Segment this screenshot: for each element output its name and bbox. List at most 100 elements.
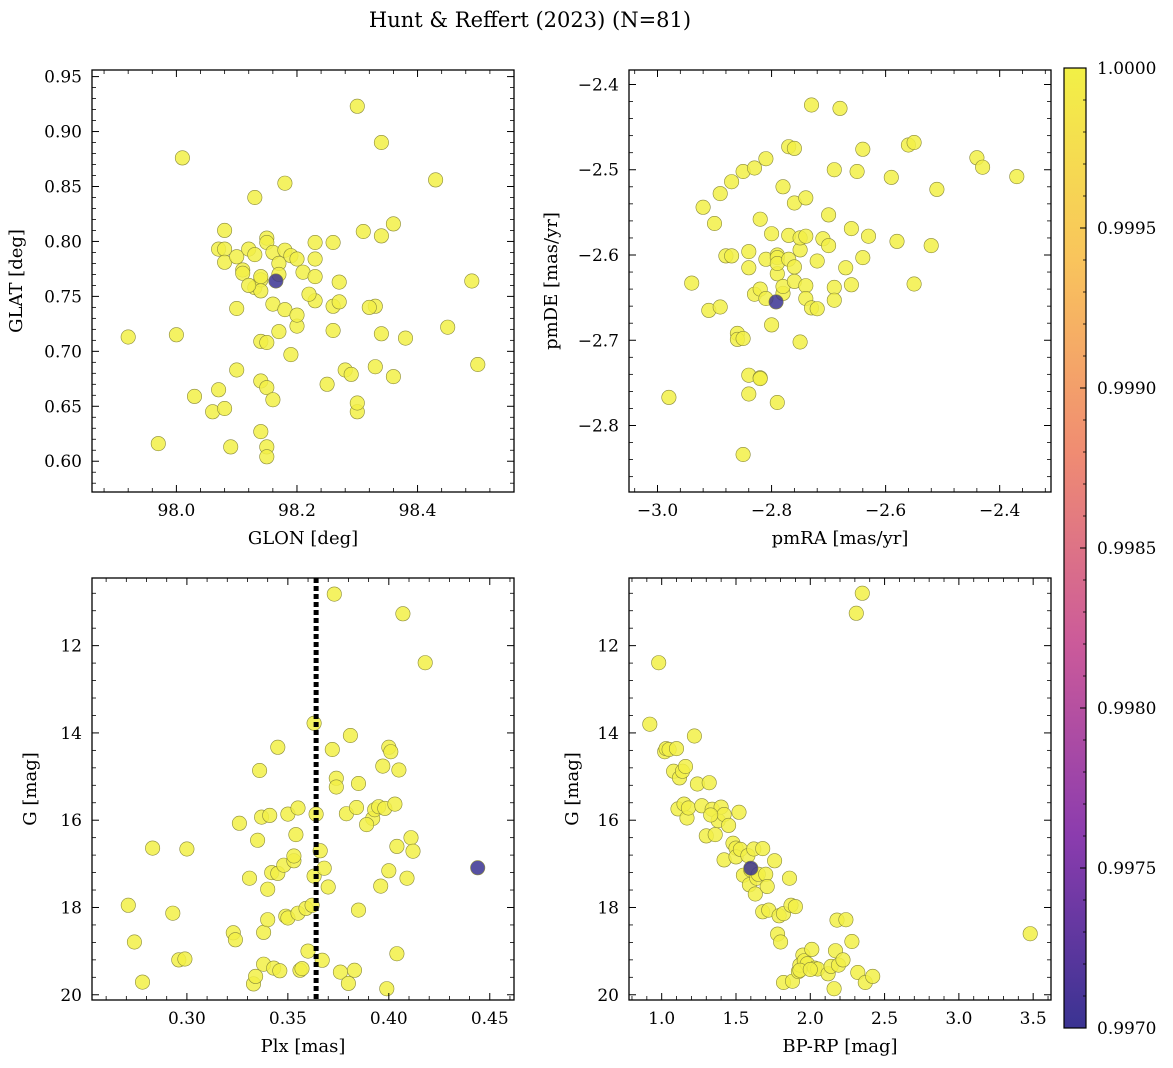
data-point — [746, 160, 762, 176]
data-point — [440, 319, 456, 335]
data-point — [775, 179, 791, 195]
data-point — [290, 800, 306, 816]
y-tick-label: 14 — [597, 724, 619, 744]
data-point — [320, 879, 336, 895]
data-point — [217, 222, 233, 238]
data-point — [331, 274, 347, 290]
data-point — [923, 238, 939, 254]
data-point — [259, 380, 275, 396]
points — [120, 586, 486, 997]
data-point — [798, 278, 814, 294]
y-tick-label: 0.85 — [44, 177, 82, 197]
data-point — [346, 962, 362, 978]
data-point — [860, 228, 876, 244]
data-point — [326, 586, 342, 602]
data-point — [247, 247, 263, 263]
x-axis-label: BP-RP [mag] — [782, 1036, 897, 1057]
data-point — [250, 832, 266, 848]
y-tick-label: 16 — [60, 811, 82, 831]
data-point — [289, 307, 305, 323]
data-point — [174, 150, 190, 166]
y-axis-label: G [mag] — [20, 752, 41, 825]
data-point — [826, 981, 842, 997]
data-point — [289, 251, 305, 267]
data-point — [752, 371, 768, 387]
data-point — [217, 400, 233, 416]
data-point — [300, 943, 316, 959]
x-tick-label: −2.6 — [865, 501, 906, 521]
data-point — [724, 248, 740, 264]
data-point — [385, 216, 401, 232]
data-point — [798, 190, 814, 206]
data-point — [838, 260, 854, 276]
colorbar-tick-label: 0.9990 — [1097, 379, 1156, 399]
data-point — [906, 276, 922, 292]
data-point — [826, 162, 842, 178]
y-tick-label: −2.7 — [578, 331, 619, 351]
data-point — [642, 716, 658, 732]
data-point — [253, 424, 269, 440]
data-point — [395, 606, 411, 622]
y-tick-label: 16 — [597, 811, 619, 831]
y-tick-label: 20 — [597, 986, 619, 1006]
data-point — [301, 286, 317, 302]
data-point — [397, 330, 413, 346]
data-point — [855, 250, 871, 266]
data-point — [668, 741, 684, 757]
data-point — [375, 758, 391, 774]
x-tick-label: 0.35 — [269, 1009, 307, 1029]
x-tick-label: 1.5 — [722, 1009, 749, 1029]
colorbar-tick-label: 0.9970 — [1097, 1019, 1156, 1039]
data-point — [747, 886, 763, 902]
data-point — [1022, 926, 1038, 942]
x-tick-label: 98.4 — [399, 501, 437, 521]
y-tick-label: 20 — [60, 986, 82, 1006]
y-tick-label: −2.5 — [578, 161, 619, 181]
x-tick-label: 0.45 — [471, 1009, 509, 1029]
data-point — [350, 775, 366, 791]
data-point — [773, 934, 789, 950]
data-point — [929, 181, 945, 197]
data-point — [844, 933, 860, 949]
data-point — [355, 224, 371, 240]
data-point — [389, 838, 405, 854]
colorbar-tick-label: 0.9980 — [1097, 699, 1156, 719]
data-point — [792, 334, 808, 350]
data-point — [803, 97, 819, 113]
data-point — [259, 334, 275, 350]
data-point — [367, 359, 383, 375]
data-point — [242, 870, 258, 886]
data-point — [272, 963, 288, 979]
y-tick-label: 0.80 — [44, 232, 82, 252]
data-point — [235, 265, 251, 281]
data-point — [259, 449, 275, 465]
data-point — [359, 817, 375, 833]
data-point — [324, 741, 340, 757]
data-point — [231, 815, 247, 831]
y-tick-label: 12 — [597, 637, 619, 657]
data-point — [677, 758, 693, 774]
data-point — [165, 905, 181, 921]
data-point — [179, 841, 195, 857]
data-point — [348, 799, 364, 815]
data-point — [843, 221, 859, 237]
data-point — [883, 169, 899, 185]
data-point — [802, 961, 818, 977]
data-point — [764, 317, 780, 333]
data-point — [843, 277, 859, 293]
data-point — [781, 870, 797, 886]
data-point — [889, 233, 905, 249]
outlier-point — [470, 860, 486, 876]
data-point — [168, 327, 184, 343]
data-point — [229, 362, 245, 378]
y-tick-label: 0.90 — [44, 123, 82, 143]
points — [642, 585, 1038, 997]
data-point — [307, 251, 323, 267]
outlier-point — [743, 860, 759, 876]
data-point — [328, 779, 344, 795]
data-point — [832, 100, 848, 116]
data-point — [848, 605, 864, 621]
data-point — [838, 912, 854, 928]
data-point — [680, 800, 696, 816]
